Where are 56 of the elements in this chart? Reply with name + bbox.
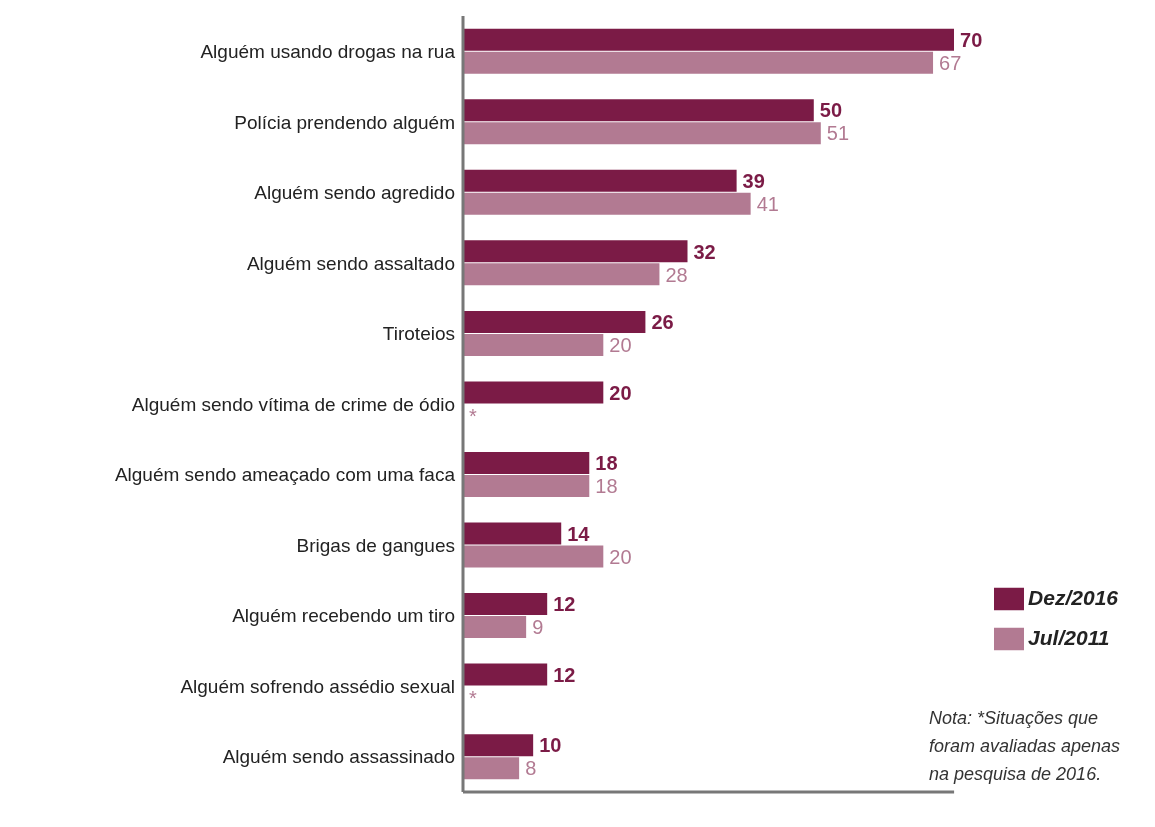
bar: [463, 240, 688, 263]
data-label: 14: [567, 522, 591, 545]
bar: [463, 310, 646, 333]
bar: [463, 28, 955, 51]
bar: [463, 169, 737, 192]
data-label: 39: [742, 169, 765, 192]
bar: [463, 381, 604, 404]
text: *: [469, 404, 477, 427]
data-label: 18: [595, 452, 618, 475]
data-label: 32: [693, 240, 716, 263]
data-label: 70: [960, 28, 983, 51]
legend-label: Jul/2011: [1028, 626, 1110, 649]
y-tick-label: Alguém usando drogas na rua: [200, 41, 456, 63]
data-label: 9: [532, 616, 544, 639]
y-tick-label: Alguém recebendo um tiro: [232, 605, 455, 627]
y-tick-label: Alguém sendo agredido: [254, 182, 455, 204]
y-tick-label: Alguém sendo vítima de crime de ódio: [131, 393, 455, 415]
bar: [463, 545, 604, 568]
data-label: 10: [539, 734, 562, 757]
data-label: 20: [609, 334, 632, 357]
y-tick-label: Alguém sendo assaltado: [246, 252, 455, 274]
bar: [463, 451, 590, 474]
y-tick-label: Tiroteios: [382, 323, 455, 345]
data-label: 20: [609, 381, 632, 404]
bar: [463, 51, 934, 74]
bar: [463, 263, 660, 286]
y-tick-label: Polícia prendendo alguém: [234, 111, 455, 133]
y-tick-label: Alguém sendo ameaçado com uma faca: [114, 464, 456, 486]
data-label: 67: [939, 51, 962, 74]
y-tick-label: Brigas de gangues: [296, 534, 455, 556]
legend-label: Dez/2016: [1028, 586, 1118, 609]
data-label: 28: [665, 263, 688, 286]
bar: [463, 757, 520, 780]
data-label: 8: [525, 757, 537, 780]
bar: [463, 474, 590, 497]
data-label: 12: [553, 593, 576, 616]
bar: [463, 522, 562, 545]
annotation: Nota: *Situações que foram avaliadas apenas na pesquisa de 2016.: [929, 707, 1122, 786]
bar: [463, 99, 814, 122]
bar: [463, 616, 527, 639]
data-label: 20: [609, 545, 632, 568]
bar: [463, 593, 548, 616]
bar: [463, 734, 534, 757]
bar: [463, 122, 821, 145]
data-label: 41: [756, 192, 779, 215]
bar: [463, 192, 751, 215]
data-label: 18: [595, 475, 618, 498]
y-tick-label: Alguém sofrendo assédio sexual: [180, 675, 455, 697]
data-label: 12: [553, 663, 576, 686]
text: *: [469, 686, 477, 709]
bar: [463, 333, 604, 356]
data-label: 51: [826, 122, 850, 145]
y-tick-label: Alguém sendo assassinado: [222, 746, 455, 768]
bar: [463, 663, 548, 686]
data-label: 50: [819, 99, 843, 122]
data-label: 26: [651, 311, 674, 334]
